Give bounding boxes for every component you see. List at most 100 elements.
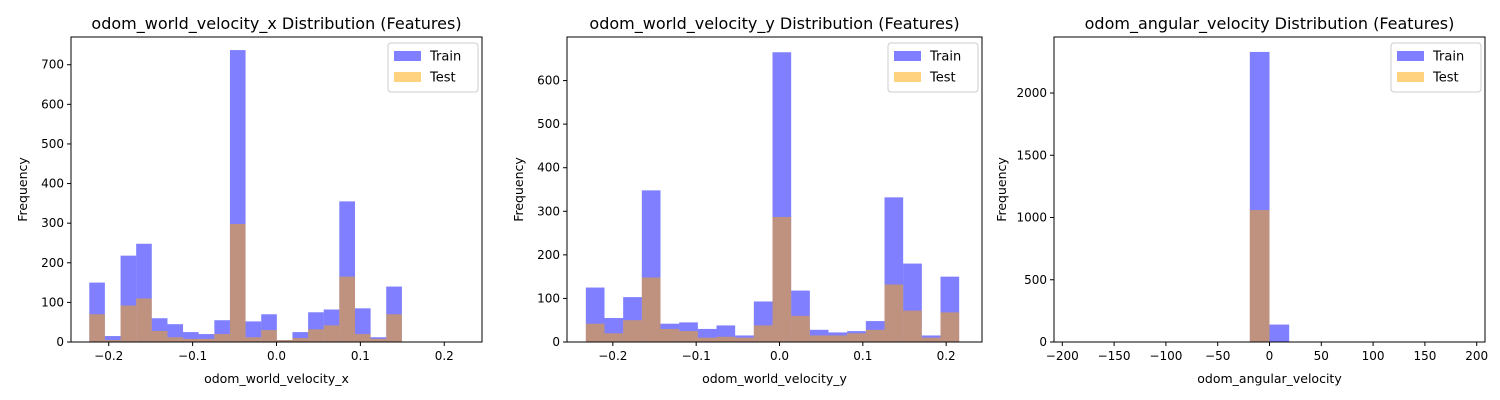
train-bar bbox=[1269, 324, 1290, 342]
test-bar bbox=[261, 330, 277, 342]
x-tick-label: 100 bbox=[1362, 349, 1385, 363]
train-legend-label: Train bbox=[1432, 50, 1464, 65]
x-tick-label: 0.0 bbox=[770, 349, 789, 363]
train-bar bbox=[198, 334, 215, 342]
test-bar bbox=[276, 340, 293, 342]
test-bar bbox=[229, 223, 246, 342]
test-legend-swatch bbox=[894, 72, 921, 82]
y-tick-label: 500 bbox=[537, 117, 560, 131]
y-tick-label: 300 bbox=[537, 204, 560, 218]
x-tick-label: −100 bbox=[1149, 349, 1182, 363]
train-legend-label: Train bbox=[429, 50, 461, 65]
test-bar bbox=[585, 323, 605, 342]
test-bar bbox=[660, 328, 680, 342]
test-bar bbox=[716, 336, 736, 342]
train-legend-label: Train bbox=[929, 50, 961, 65]
test-bar bbox=[104, 340, 121, 342]
y-tick-label: 400 bbox=[41, 177, 64, 191]
y-axis-label: Frequency bbox=[994, 157, 1009, 222]
train-legend-swatch bbox=[894, 51, 921, 61]
subplot-1: −0.2 −0.1 0.0 0.1 0.2 0 100 200 300 400 500 600 700 o… bbox=[15, 14, 483, 386]
test-legend-swatch bbox=[394, 72, 421, 82]
test-bar bbox=[623, 320, 642, 342]
y-tick-label: 0 bbox=[56, 335, 64, 349]
y-tick-label: 1000 bbox=[1016, 211, 1047, 225]
test-bar bbox=[292, 338, 309, 342]
test-bar bbox=[151, 330, 168, 342]
y-tick-label: 200 bbox=[41, 256, 64, 270]
axes-frame bbox=[566, 36, 983, 343]
test-bar bbox=[323, 325, 340, 342]
x-axis-label: odom_world_velocity_x bbox=[204, 371, 349, 386]
y-axis-label: Frequency bbox=[15, 157, 30, 222]
legend: Train Test bbox=[1390, 42, 1482, 93]
x-tick-label: −0.2 bbox=[598, 349, 627, 363]
y-tick-label: 200 bbox=[537, 248, 560, 262]
train-legend-swatch bbox=[1397, 51, 1424, 61]
y-tick-label: 500 bbox=[1024, 273, 1047, 287]
x-tick-label: 200 bbox=[1465, 349, 1488, 363]
test-bar bbox=[339, 276, 356, 342]
test-bar bbox=[679, 331, 698, 342]
y-tick-label: 600 bbox=[41, 97, 64, 111]
x-tick-label: 0.2 bbox=[937, 349, 956, 363]
y-tick-label: 500 bbox=[41, 137, 64, 151]
x-tick-label: 0.2 bbox=[435, 349, 454, 363]
subplot-3: −200 −150 −100 −50 0 50 100 150 2000500100015002… bbox=[994, 14, 1488, 386]
x-axis-label: odom_world_velocity_y bbox=[702, 371, 847, 386]
test-bar bbox=[735, 337, 754, 342]
test-bar bbox=[214, 334, 230, 342]
x-tick-label: 0 bbox=[1266, 349, 1274, 363]
legend: Train Test bbox=[887, 42, 979, 93]
test-bar bbox=[903, 310, 922, 342]
x-tick-label: 0.1 bbox=[351, 349, 370, 363]
test-bar bbox=[386, 314, 402, 342]
train-bar bbox=[104, 336, 121, 342]
x-tick-label: 0.0 bbox=[267, 349, 286, 363]
test-bar bbox=[753, 325, 773, 342]
subplot-2: −0.2 −0.1 0.0 0.1 0.2 0 100 200 300 400 500 600 odom… bbox=[511, 14, 983, 386]
y-tick-label: 100 bbox=[537, 291, 560, 305]
train-bar bbox=[292, 332, 309, 342]
x-tick-label: −150 bbox=[1098, 349, 1131, 363]
y-tick-label: 700 bbox=[41, 58, 64, 72]
test-bar bbox=[167, 337, 184, 342]
train-bar bbox=[245, 321, 262, 342]
test-bar bbox=[120, 305, 137, 342]
test-legend-label: Test bbox=[929, 71, 956, 86]
x-tick-label: −0.1 bbox=[178, 349, 207, 363]
x-tick-label: 0.1 bbox=[853, 349, 872, 363]
y-tick-label: 2000 bbox=[1016, 86, 1047, 100]
test-bar bbox=[183, 338, 199, 342]
x-tick-label: −200 bbox=[1046, 349, 1079, 363]
test-bar bbox=[884, 284, 904, 342]
test-legend-label: Test bbox=[429, 71, 456, 86]
test-bar bbox=[791, 315, 810, 342]
test-bar bbox=[370, 338, 387, 342]
test-bar bbox=[604, 333, 624, 342]
x-tick-label: 50 bbox=[1314, 349, 1329, 363]
x-tick-label: −0.1 bbox=[682, 349, 711, 363]
test-bar bbox=[1249, 210, 1270, 342]
y-tick-label: 400 bbox=[537, 161, 560, 175]
test-bar bbox=[828, 335, 848, 342]
y-tick-label: 300 bbox=[41, 216, 64, 230]
test-bar bbox=[809, 335, 829, 342]
x-tick-label: 150 bbox=[1413, 349, 1436, 363]
train-bar bbox=[355, 308, 371, 342]
y-tick-label: 0 bbox=[552, 335, 560, 349]
test-bar bbox=[245, 337, 262, 342]
chart-title: odom_world_velocity_y Distribution (Feat… bbox=[589, 14, 959, 34]
test-legend-swatch bbox=[1397, 72, 1424, 82]
test-bar bbox=[940, 312, 960, 342]
x-axis-label: odom_angular_velocity bbox=[1197, 371, 1342, 386]
x-tick-label: −50 bbox=[1205, 349, 1230, 363]
legend: Train Test bbox=[387, 42, 479, 93]
test-bar bbox=[136, 298, 152, 342]
y-tick-label: 0 bbox=[1039, 335, 1047, 349]
test-bar bbox=[198, 338, 215, 342]
test-bar bbox=[89, 314, 105, 342]
test-legend-label: Test bbox=[1432, 71, 1459, 86]
test-bar bbox=[308, 329, 324, 342]
